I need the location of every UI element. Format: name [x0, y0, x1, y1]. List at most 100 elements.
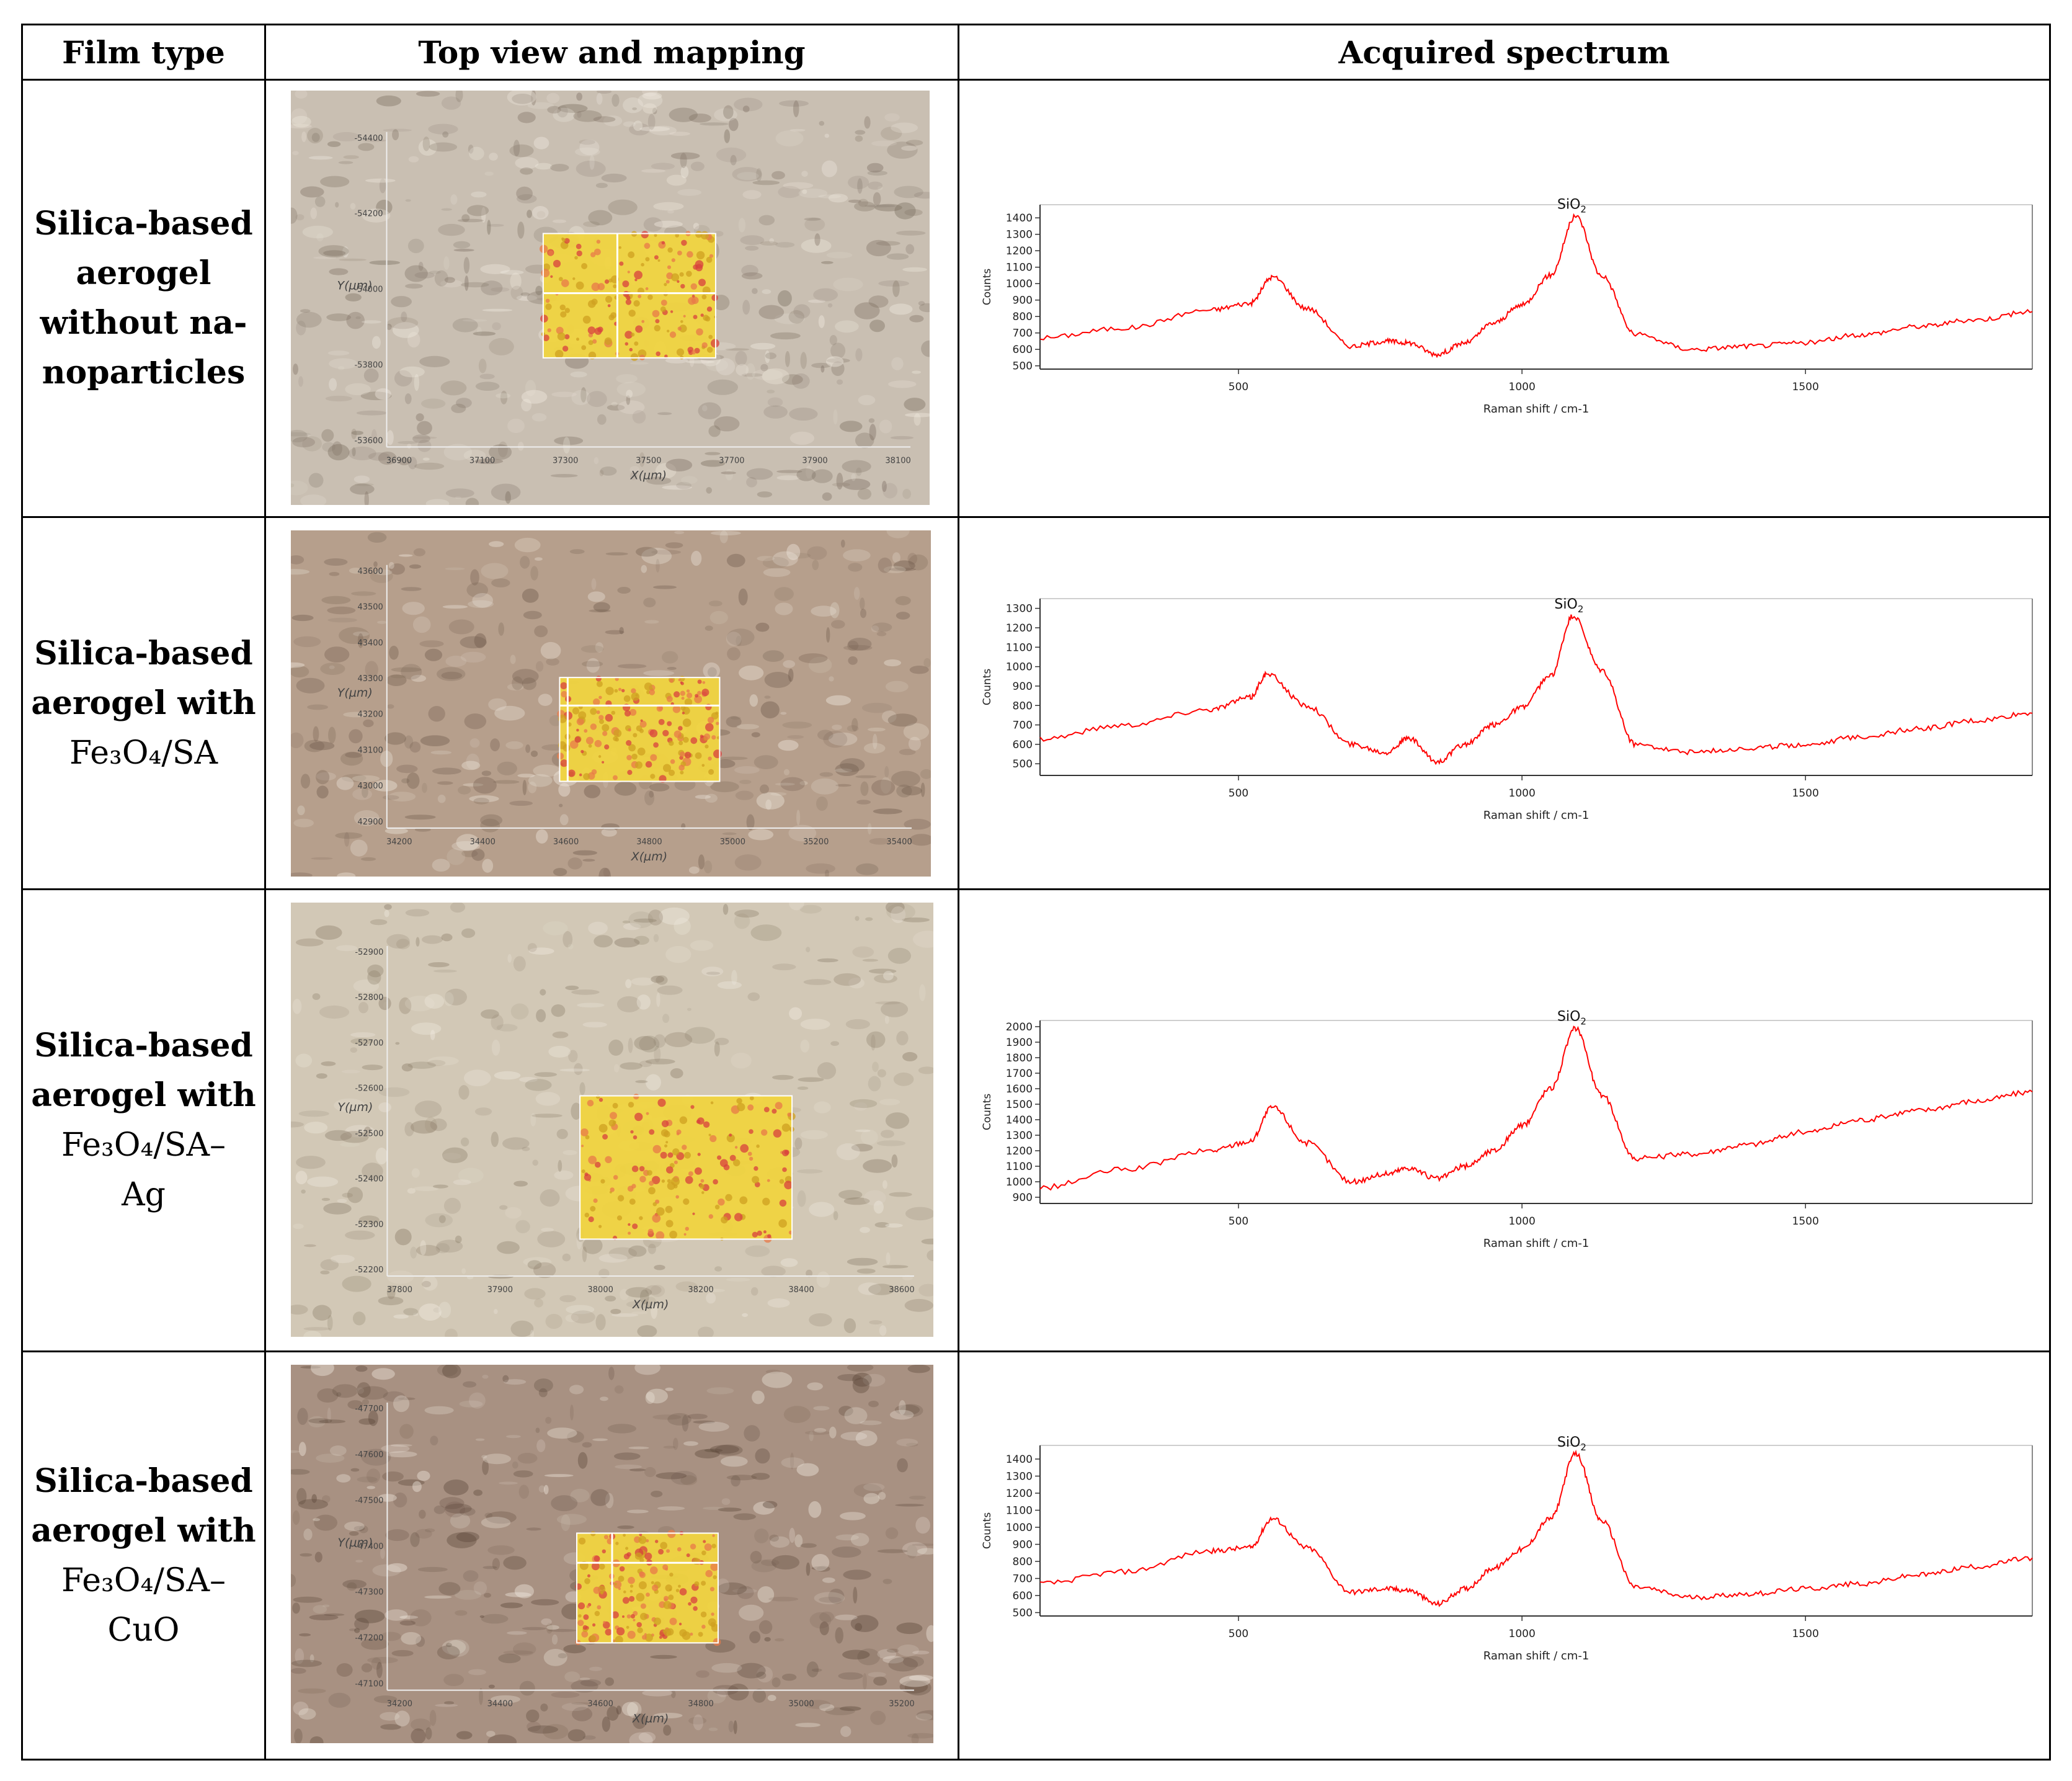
label-line: aerogel with	[31, 684, 256, 722]
header-spectrum: Acquired spectrum	[958, 24, 2051, 81]
x-tick-label: 34800	[688, 1700, 713, 1709]
micrograph-cell: 37800 37900 38000 38200 38400 38600 -52900 -528…	[264, 888, 959, 1352]
label-line: Silica-based	[34, 205, 253, 243]
y-tick-label: -47300	[355, 1588, 383, 1597]
raman-spectrum: 1400 1300 1200 1100 1000 900 800 700 600 500 500 10…	[981, 1435, 2033, 1663]
y-tick-label: 1000	[1006, 1522, 1033, 1534]
y-tick-label: 1000	[1006, 278, 1033, 290]
y-tick-label: 43100	[357, 746, 383, 755]
results-table: Film type Top view and mapping Acquired …	[21, 24, 2051, 1761]
spectrum-cell: 1400 1300 1200 1100 1000 900 800 700 600 500 500 10…	[958, 1350, 2051, 1761]
x-tick-label: 1000	[1509, 381, 1536, 393]
raman-map-region	[540, 231, 719, 361]
x-tick-label: 38000	[588, 1285, 613, 1295]
x-tick-label: 1000	[1509, 1628, 1536, 1640]
label-line: Fe₃O₄/SA–	[61, 1127, 226, 1164]
x-tick-label: 500	[1229, 1628, 1248, 1640]
y-tick-label: 1800	[1006, 1052, 1033, 1065]
x-tick-label: 35000	[720, 837, 745, 847]
film-type-cell: Silica-based aerogel with Fe₃O₄/SA	[21, 516, 266, 890]
label-line: noparticles	[42, 354, 246, 391]
y-tick-label: 1900	[1006, 1037, 1033, 1049]
texture	[291, 530, 931, 877]
x-tick-label: 500	[1229, 787, 1248, 800]
x-tick-label: 34400	[487, 1700, 513, 1709]
x-axis-label: X(µm)	[631, 850, 667, 864]
y-tick-label: 1100	[1006, 1161, 1033, 1173]
y-axis-label: Counts	[981, 669, 994, 705]
x-axis-label: Raman shift / cm-1	[1483, 1237, 1590, 1250]
x-tick-label: 1500	[1792, 787, 1819, 800]
x-tick-label: 38400	[788, 1285, 814, 1295]
y-tick-label: 900	[1013, 295, 1033, 307]
y-tick-label: 1100	[1006, 641, 1033, 654]
table-row: Silica-based aerogel without na- noparti…	[21, 79, 2051, 518]
y-tick-label: -52500	[355, 1130, 383, 1139]
raman-map-region	[575, 1530, 721, 1646]
y-tick-label: -52300	[355, 1220, 383, 1230]
x-tick-label: 34200	[386, 837, 412, 847]
x-tick-label: 1500	[1792, 1628, 1819, 1640]
y-axis-label: Y(µm)	[337, 1100, 373, 1114]
y-tick-label: -52700	[355, 1038, 383, 1048]
spectrum-cell: 1400 1300 1200 1100 1000 900 800 700 600 500 500 10…	[958, 79, 2051, 518]
film-type-cell: Silica-based aerogel without na- noparti…	[21, 79, 266, 518]
y-tick-label: -47400	[355, 1542, 383, 1551]
y-axis-label: Y(µm)	[337, 686, 373, 700]
x-tick-label: 37900	[802, 456, 827, 465]
y-tick-label: -47500	[355, 1496, 383, 1506]
micrograph: 34200 34400 34600 34800 35000 35200 35400 43600…	[291, 530, 931, 877]
micrograph-cell: 36900 37100 37300 37500 37700 37900 38100 -5440…	[264, 79, 959, 518]
x-tick-label: 35400	[886, 837, 912, 847]
x-tick-label: 1000	[1509, 1215, 1536, 1228]
y-tick-label: 1000	[1006, 661, 1033, 674]
y-tick-label: 43200	[357, 710, 383, 720]
y-tick-label: 1300	[1006, 229, 1033, 241]
y-tick-label: -54200	[354, 210, 383, 219]
x-tick-label: 1500	[1792, 381, 1819, 393]
label-line: Ag	[122, 1176, 166, 1213]
x-tick-label: 37500	[636, 456, 661, 465]
y-tick-label: -53600	[354, 436, 383, 445]
label-line: Silica-based	[34, 634, 253, 672]
x-axis-label: Raman shift / cm-1	[1483, 403, 1590, 416]
y-tick-label: 1300	[1006, 603, 1033, 615]
y-tick-label: 43500	[357, 603, 383, 612]
y-tick-label: 700	[1013, 720, 1033, 732]
y-tick-label: 500	[1013, 758, 1033, 770]
y-tick-label: 500	[1013, 1607, 1033, 1620]
x-tick-label: 38100	[885, 456, 910, 465]
y-tick-label: 1100	[1006, 262, 1033, 274]
y-tick-label: 1200	[1006, 1145, 1033, 1158]
x-tick-label: 500	[1229, 1215, 1248, 1228]
y-axis-label: Counts	[981, 269, 994, 305]
y-tick-label: 43000	[357, 782, 383, 791]
x-tick-label: 34600	[553, 837, 579, 847]
y-tick-label: -47200	[355, 1634, 383, 1643]
y-tick-label: -47100	[355, 1680, 383, 1689]
label-line: aerogel with	[31, 1076, 256, 1114]
y-axis-label: Counts	[981, 1512, 994, 1549]
y-tick-label: -54400	[354, 134, 383, 143]
micrograph-cell: 34200 34400 34600 34800 35000 35200 35400 43600…	[264, 516, 959, 890]
y-tick-label: 1000	[1006, 1176, 1033, 1189]
label-line: Silica-based	[34, 1027, 253, 1065]
header-film-type: Film type	[21, 24, 266, 81]
x-tick-label: 37300	[553, 456, 578, 465]
x-tick-label: 38200	[688, 1285, 713, 1295]
y-tick-label: 600	[1013, 739, 1033, 751]
x-tick-label: 34800	[636, 837, 662, 847]
table-row: Silica-based aerogel with Fe₃O₄/SA– CuO …	[21, 1350, 2051, 1761]
peak-annotation: SiO2	[1557, 1009, 1586, 1027]
x-tick-label: 35200	[803, 837, 829, 847]
raman-spectrum: 2000 1900 1800 1700 1600 1500 1400 1300 1200 1100…	[981, 1009, 2033, 1250]
y-tick-label: -52900	[355, 948, 383, 957]
y-tick-label: 1300	[1006, 1130, 1033, 1142]
x-tick-label: 37800	[387, 1285, 412, 1295]
spectrum-line	[1039, 614, 2033, 766]
raman-spectrum: 1400 1300 1200 1100 1000 900 800 700 600 500 500 10…	[981, 197, 2033, 416]
y-tick-label: -47700	[355, 1404, 383, 1414]
spectrum-line	[1039, 1025, 2033, 1191]
y-tick-label: 2000	[1006, 1021, 1033, 1033]
table-row: Silica-based aerogel with Fe₃O₄/SA 34200…	[21, 516, 2051, 890]
